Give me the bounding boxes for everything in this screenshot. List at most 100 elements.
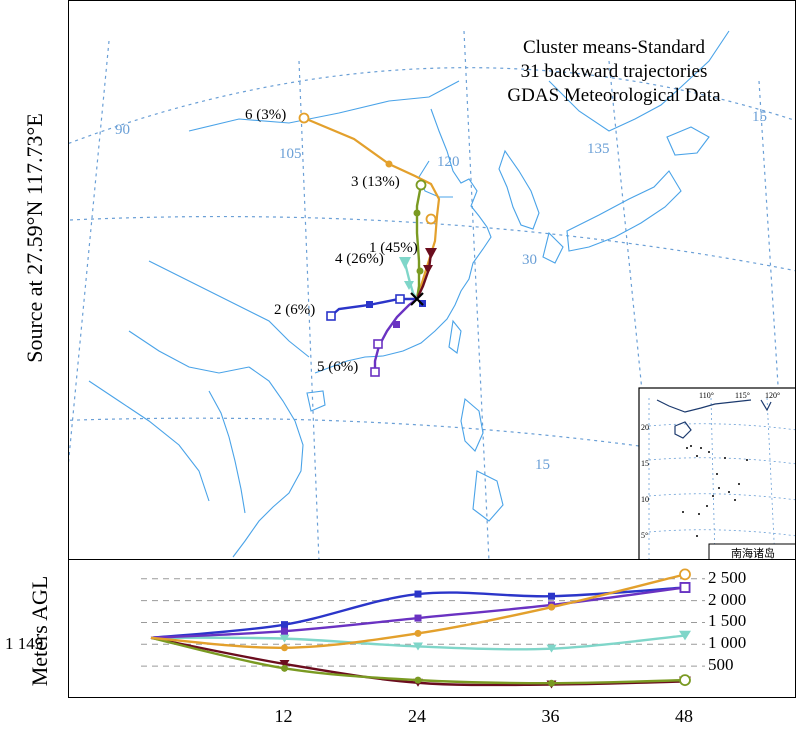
cluster-5-label: 5 (6%) [317,359,358,375]
japan-hokkaido [666,126,710,156]
height-point-cluster-4 [546,644,557,653]
trajectory-cluster-1 [415,252,433,300]
x-axis: 12 24 36 48 [68,698,796,733]
hainan [306,390,326,412]
height-point-cluster-3 [679,674,691,687]
trajectory-cluster-3 [415,184,423,300]
inset-lat-15: 15 [641,459,649,468]
cluster-1-marker [425,248,437,259]
height-tick-label: 2 500 [708,567,747,587]
inset-lon-115: 115° [735,391,750,400]
parallel-15 [69,417,795,472]
inset-islands [682,445,748,537]
japan-honshu [566,170,682,252]
map-svg: 90 105 120 135 30 15 15 Cluster means-St… [69,30,795,560]
height-tick-label: 2 000 [708,589,747,609]
height-point-cluster-5 [679,582,691,593]
japan-kyushu [542,231,564,264]
cluster-6-marker [385,160,393,168]
taiwan [448,319,462,354]
korea-peninsula [498,149,540,230]
trajectory-map: 90 105 120 135 30 15 15 Cluster means-St… [68,0,796,560]
cluster-3-marker [413,209,421,217]
inset-lon-110: 110° [699,391,714,400]
height-point-cluster-3 [414,676,422,684]
height-point-cluster-5 [281,627,288,635]
cluster-3-label: 3 (13%) [351,174,400,190]
height-point-cluster-6 [414,629,422,637]
indochina [232,366,304,558]
parallel-30 [69,215,795,272]
inland-border-2 [128,330,250,374]
meridian-90 [69,40,110,464]
cluster-2-label: 2 (6%) [274,302,315,318]
inland-border-1 [148,260,310,358]
x-tick-label: 48 [675,706,693,726]
x-tick-label: 36 [541,706,560,726]
height-point-cluster-4 [279,634,290,643]
philippines-south [472,470,504,522]
height-tick-label: 1 000 [708,633,747,653]
grid-label-lat-15: 15 [535,457,550,473]
height-point-cluster-3 [281,664,288,672]
height-point-cluster-3 [548,679,555,687]
inset-lat-5: 5° [641,531,648,540]
china-east-coast [314,108,492,374]
height-point-cluster-4 [413,642,423,651]
cluster-6-label: 6 (3%) [245,107,286,123]
cluster-3-marker [416,267,424,275]
cluster-5-marker [373,339,383,349]
south-china-sea-inset: 110° 115° 120° 20 15 10 5° 南海诸岛 [638,387,795,560]
cluster-4-marker [404,281,414,290]
title-line-2: 31 backward trajectories [521,61,708,82]
x-tick-label: 12 [274,706,293,726]
grid-label-135: 135 [587,141,610,157]
start-height-label: 1 149 [5,634,44,653]
height-point-cluster-2 [281,621,288,629]
height-gridlines [141,578,705,667]
cluster-4-marker [399,257,411,269]
cluster-5-start-marker [370,367,380,377]
cluster-1-marker [423,265,433,274]
height-point-cluster-1 [279,659,290,668]
grid-label-120: 120 [437,154,460,170]
height-point-cluster-2 [414,590,422,598]
title-line-1: Cluster means-Standard [523,37,706,58]
height-profile-chart [68,560,796,698]
map-title: Cluster means-Standard 31 backward traje… [507,37,721,106]
coastlines [88,30,730,558]
height-point-cluster-6 [548,603,555,611]
height-tick-label: 1 500 [708,611,747,631]
inland-border-3 [88,380,210,502]
grid-label-90: 90 [115,122,130,138]
cluster-1-label: 1 (45%) [369,240,418,256]
inset-lat-20: 20 [641,423,649,432]
height-profile-svg [141,568,705,689]
height-point-cluster-6 [679,568,691,581]
parallel-45 [69,67,795,144]
height-point-cluster-2 [548,592,555,600]
inset-lon-120: 120° [765,391,780,400]
cluster-2-start-marker [326,311,336,321]
x-tick-label: 24 [408,706,426,726]
cluster-2-marker [366,301,373,308]
height-series [150,568,691,689]
grid-label-lat-30: 30 [522,252,537,268]
height-point-cluster-6 [281,644,288,652]
philippines-luzon [460,397,484,452]
cluster-4-label: 4 (26%) [335,251,384,267]
height-point-cluster-4 [679,630,691,641]
cluster-2-marker [395,294,405,304]
title-line-3: GDAS Meteorological Data [507,85,721,106]
inset-caption: 南海诸岛 [731,546,775,560]
grid-label-105: 105 [279,146,302,162]
trajectory-cluster-5 [373,298,418,373]
russia-coast [548,30,730,132]
grid-label-edge-15: 15 [752,109,767,125]
source-marker [410,292,424,306]
inset-lat-10: 10 [641,495,649,504]
height-axis-label: Meters AGL [27,575,52,687]
cluster-6-start-marker [298,112,310,124]
height-tick-label: 500 [708,655,734,675]
meridian-120 [463,30,490,559]
